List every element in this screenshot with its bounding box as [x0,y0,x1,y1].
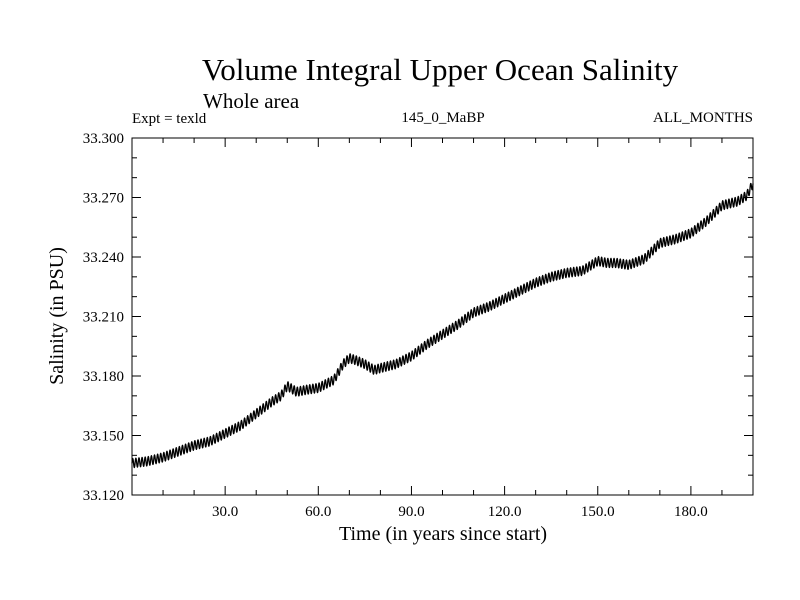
plot-frame [131,137,754,496]
y-tick-label: 33.180 [83,369,124,385]
x-tick-label: 120.0 [488,504,522,520]
chart-subtitle: Whole area [203,89,300,113]
x-tick-label: 30.0 [212,504,238,520]
x-tick-label: 60.0 [305,504,331,520]
x-axis-label: Time (in years since start) [339,523,547,545]
y-axis-ticks [132,137,753,496]
x-tick-label: 180.0 [674,504,708,520]
chart-title: Volume Integral Upper Ocean Salinity [202,52,679,87]
y-tick-label: 33.270 [83,191,124,207]
x-tick-label: 90.0 [398,504,424,520]
x-tick-label: 150.0 [581,504,615,520]
x-axis-ticks [162,138,723,495]
x-axis-tick-labels: 30.0 60.0 90.0 120.0 150.0 180.0 [212,504,708,520]
y-tick-label: 33.240 [83,250,124,266]
y-tick-label: 33.300 [83,131,124,147]
annotation-run-id: 145_0_MaBP [401,110,484,126]
y-axis-tick-labels: 33.120 33.150 33.180 33.210 33.240 33.270 33.3… [83,131,124,504]
y-tick-label: 33.150 [83,429,124,445]
y-tick-label: 33.210 [83,310,124,326]
y-axis-label: Salinity (in PSU) [46,247,68,385]
salinity-series-line [131,182,754,469]
y-tick-label: 33.120 [83,488,124,504]
annotation-months: ALL_MONTHS [653,110,753,126]
annotation-experiment: Expt = texld [132,111,207,127]
